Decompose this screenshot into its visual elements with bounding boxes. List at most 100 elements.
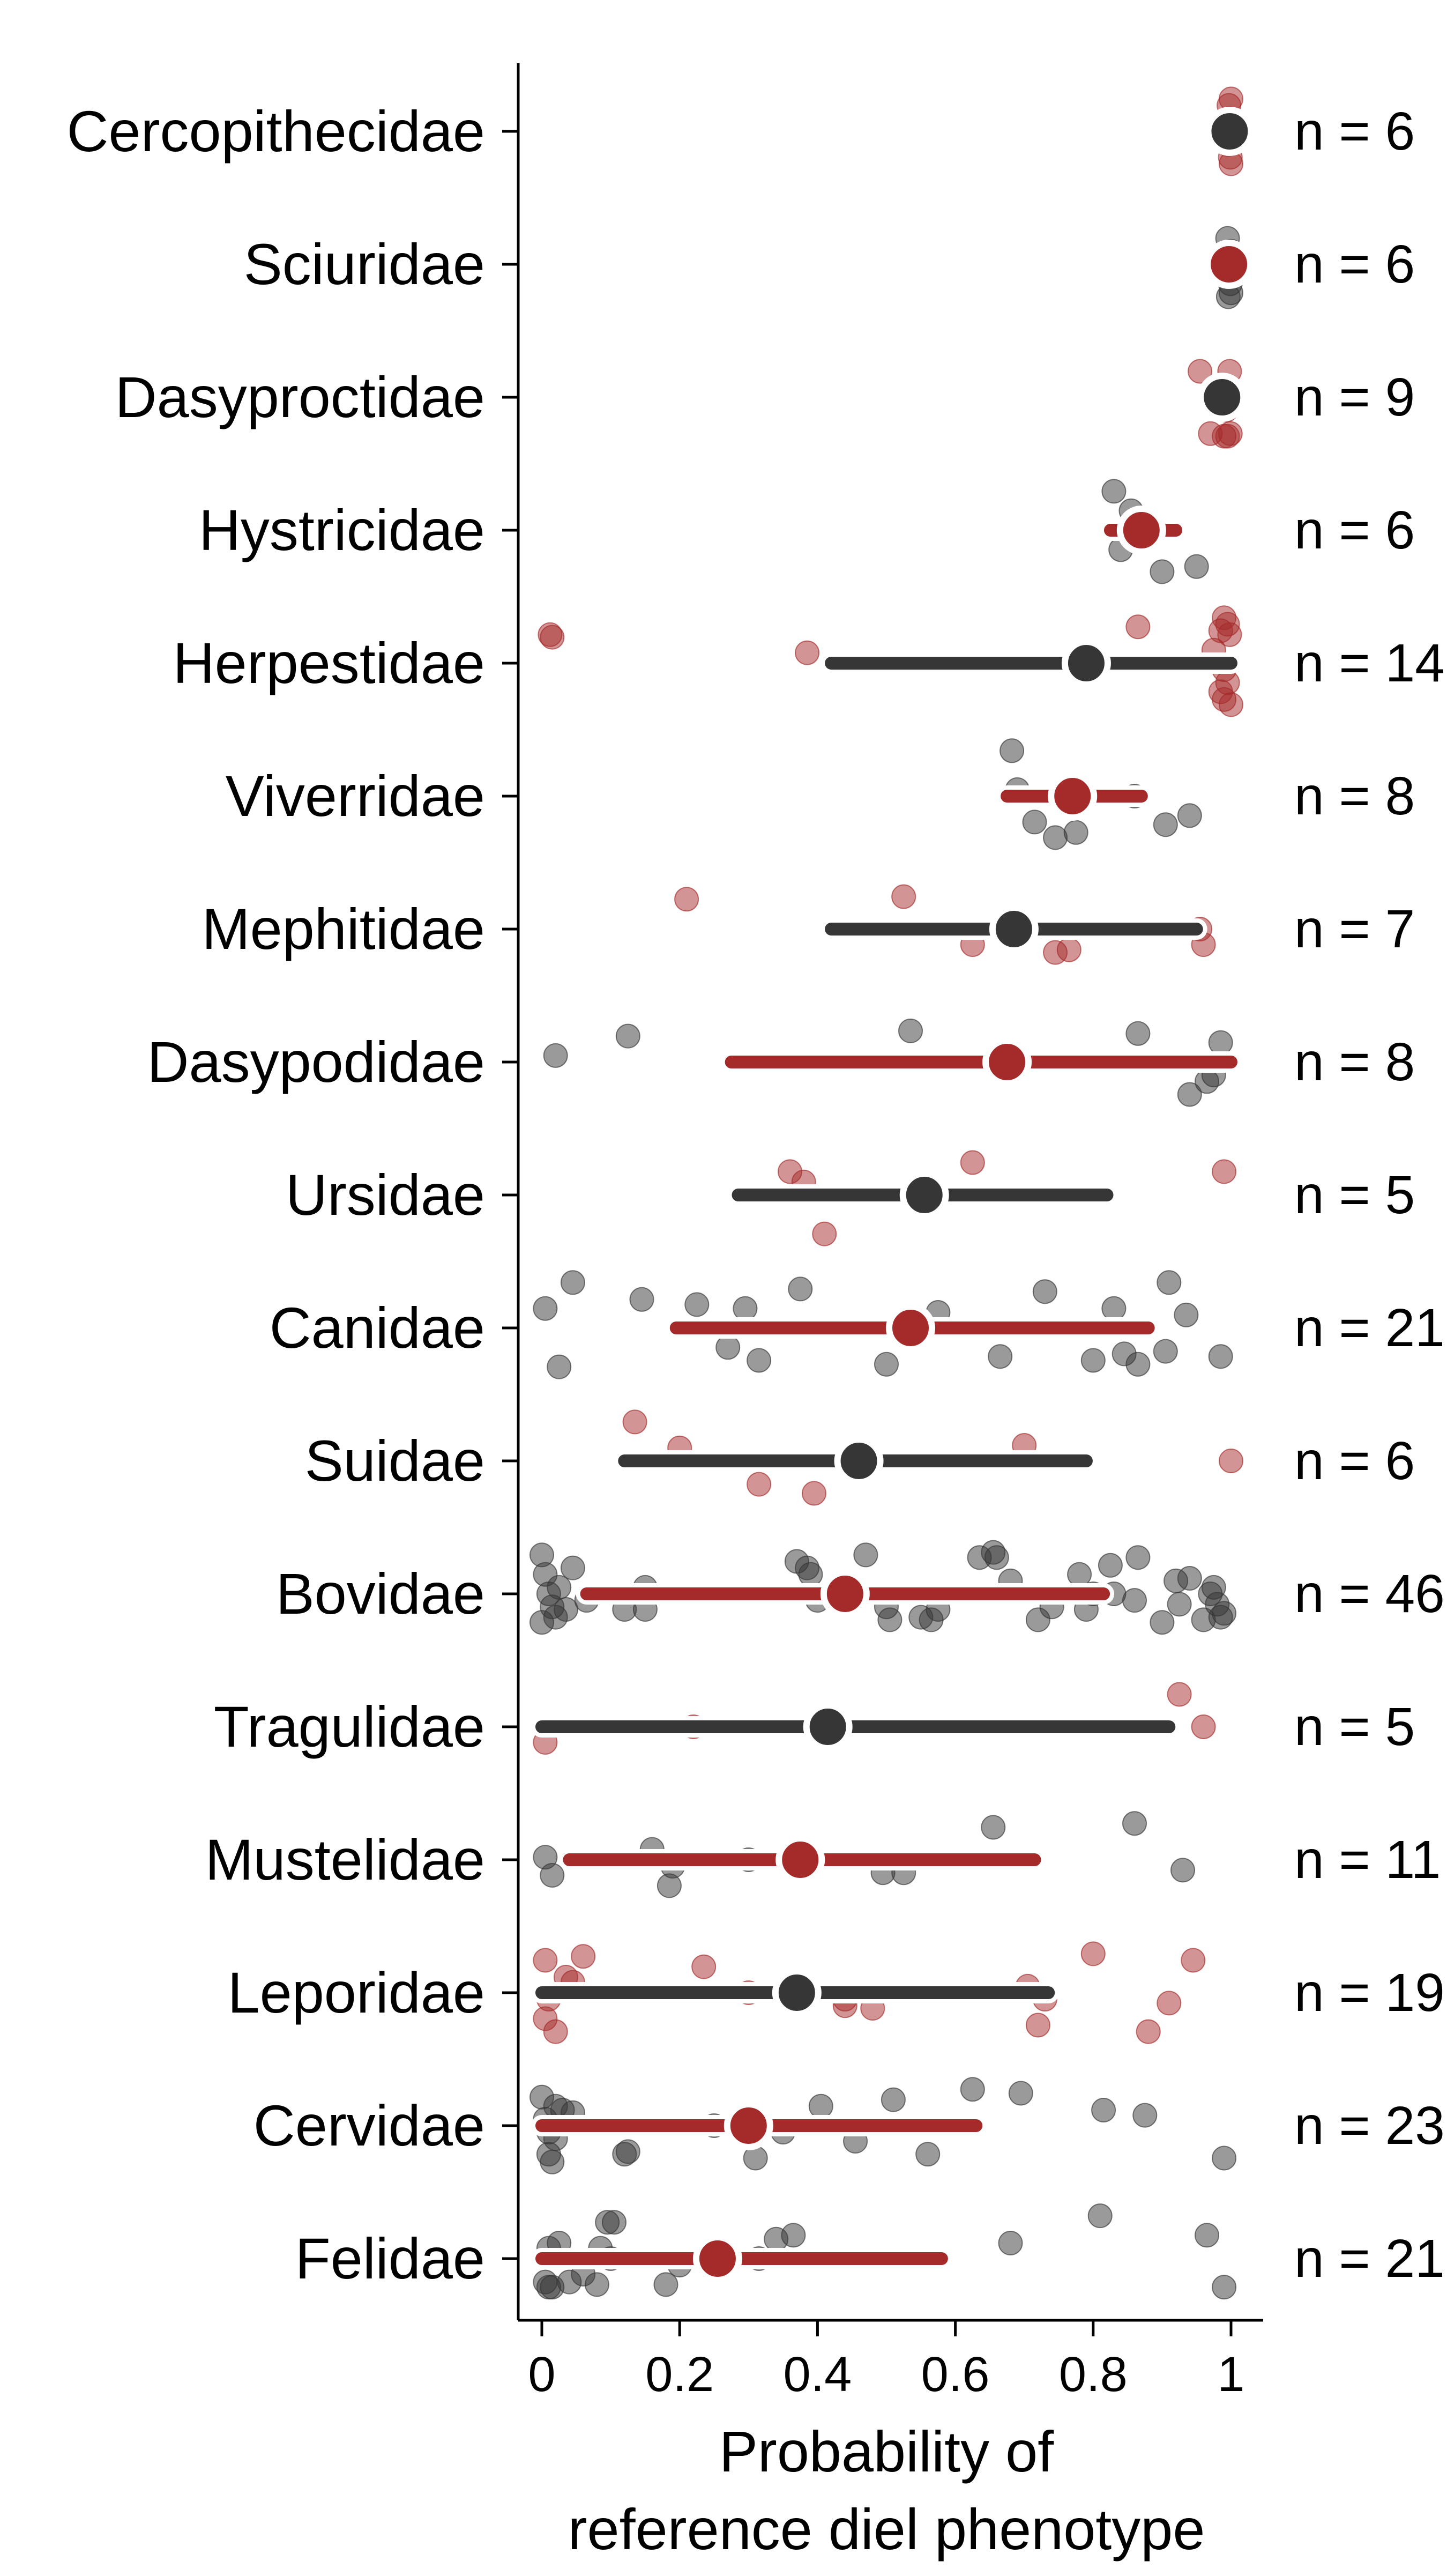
data-point [1098, 1553, 1123, 1578]
family-label: Hystricidae [199, 498, 485, 562]
n-label: n = 6 [1294, 500, 1415, 560]
mean-dot [1048, 771, 1098, 821]
data-point [547, 1575, 572, 1600]
data-point [802, 1481, 826, 1506]
family-label: Mephitidae [202, 896, 485, 961]
data-point [1212, 424, 1237, 449]
data-point [1091, 2098, 1116, 2122]
data-point [877, 1607, 902, 1632]
x-tick-label: 0.2 [645, 2347, 714, 2402]
n-label: n = 5 [1294, 1697, 1415, 1757]
mean-dot [1205, 107, 1255, 156]
mean-dot [899, 1170, 949, 1220]
data-point [1177, 1566, 1202, 1591]
data-point [554, 1597, 578, 1622]
data-point [1125, 1021, 1151, 1046]
n-label: n = 14 [1294, 633, 1445, 693]
data-point [1174, 1302, 1199, 1327]
data-point [795, 640, 820, 665]
data-point [602, 2210, 626, 2235]
n-label: n = 9 [1294, 367, 1415, 427]
data-point [747, 1348, 772, 1373]
data-point [1167, 1592, 1192, 1617]
data-point [1201, 1575, 1226, 1600]
data-point [981, 1815, 1006, 1840]
data-point [1157, 1991, 1182, 2016]
data-point [874, 1352, 899, 1377]
mean-dot [834, 1436, 884, 1486]
data-point [1153, 1339, 1178, 1364]
data-point [788, 1276, 813, 1302]
data-point [1125, 614, 1151, 640]
data-point [1212, 2146, 1237, 2171]
data-point [1170, 1858, 1195, 1883]
data-point [1101, 479, 1127, 504]
family-label: Canidae [270, 1295, 485, 1360]
data-point [560, 1555, 585, 1580]
n-label: n = 7 [1294, 899, 1415, 959]
data-point [533, 1296, 558, 1321]
n-label: n = 6 [1294, 1431, 1415, 1491]
axes-layer [517, 63, 1263, 2322]
mean-dot [989, 904, 1039, 954]
family-labels-layer: Cercopithecidae Sciuridae Dasyproctidae Hys… [67, 99, 518, 2291]
family-label: Dasypodidae [147, 1029, 485, 1094]
x-axis-title-line1: Probability of [719, 2419, 1054, 2484]
mean-dot [886, 1303, 936, 1353]
n-label: n = 11 [1294, 1830, 1441, 1890]
data-point [984, 1545, 1009, 1570]
data-point [1212, 1159, 1237, 1184]
family-label: Dasyproctidae [115, 365, 485, 429]
data-point [960, 1150, 985, 1175]
data-point [1208, 1344, 1233, 1369]
n-label: n = 21 [1294, 2229, 1445, 2289]
data-point [543, 2019, 568, 2044]
data-point [543, 1043, 568, 1068]
n-label: n = 6 [1294, 234, 1415, 294]
data-point [1063, 820, 1088, 845]
mean-dot [1204, 240, 1254, 289]
mean-dots-layer [692, 107, 1255, 2283]
n-label: n = 8 [1294, 1032, 1415, 1092]
data-point [1150, 559, 1175, 584]
data-point [1000, 738, 1025, 763]
data-point [898, 1018, 923, 1043]
mean-dot [775, 1835, 825, 1884]
data-point [1150, 1610, 1175, 1635]
data-point [1212, 2275, 1237, 2300]
data-point [629, 1287, 654, 1312]
data-point [960, 2077, 985, 2102]
data-point [1219, 1449, 1243, 1473]
data-point [1195, 2223, 1219, 2248]
data-point [1132, 2103, 1158, 2128]
family-label: Ursidae [286, 1162, 485, 1227]
data-point [1125, 1545, 1151, 1570]
n-label: n = 5 [1294, 1165, 1415, 1225]
data-point [1101, 1296, 1127, 1321]
mean-dot [982, 1037, 1032, 1087]
data-point [1080, 1348, 1106, 1373]
data-point [1191, 1714, 1216, 1739]
family-label: Tragulidae [214, 1694, 485, 1759]
n-label: n = 46 [1294, 1564, 1445, 1624]
x-tick-label: 0 [528, 2347, 555, 2402]
family-label: Bovidae [276, 1561, 485, 1626]
mean-dot [772, 1968, 822, 2017]
n-label: n = 23 [1294, 2096, 1445, 2156]
data-point [781, 2223, 806, 2248]
data-point [1087, 2203, 1113, 2229]
data-point [1181, 1948, 1206, 1973]
family-label: Suidae [305, 1428, 485, 1493]
data-point [1056, 937, 1081, 962]
mean-dot [692, 2234, 742, 2283]
data-point [1025, 2013, 1050, 2038]
data-point [653, 2272, 678, 2297]
data-point [1122, 1588, 1147, 1613]
data-point [915, 2142, 941, 2167]
mean-dot [803, 1702, 853, 1751]
mean-dot [724, 2101, 773, 2150]
data-point [1177, 1082, 1202, 1107]
family-label: Felidae [295, 2226, 485, 2291]
data-point [747, 1472, 772, 1497]
